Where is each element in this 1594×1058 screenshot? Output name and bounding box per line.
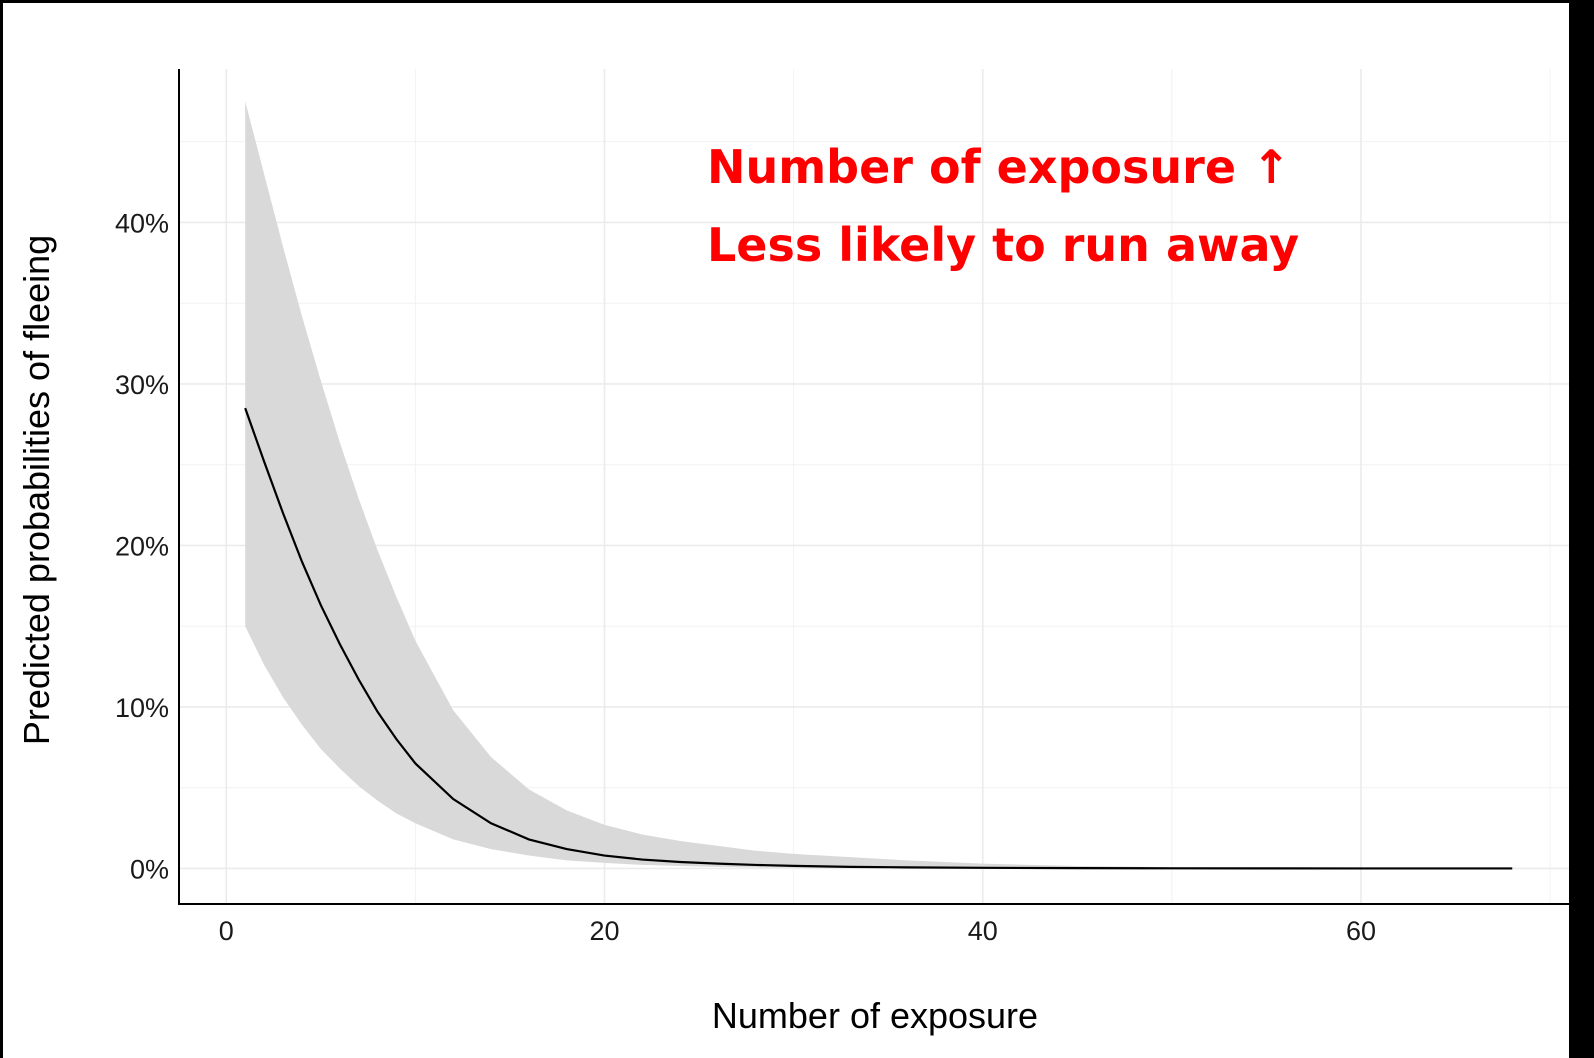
annotation-line-1: Number of exposure ↑ bbox=[707, 140, 1291, 194]
fleeing-probability-chart: 0 20 40 60 0% 10% 20% 30% 40% Number of exposur… bbox=[16, 69, 1569, 1036]
y-tick-label: 10% bbox=[115, 693, 169, 723]
x-tick-label: 0 bbox=[219, 916, 234, 946]
x-axis-title: Number of exposure bbox=[712, 995, 1038, 1036]
x-tick-label: 60 bbox=[1346, 916, 1376, 946]
y-tick-labels: 0% 10% 20% 30% 40% bbox=[115, 208, 169, 884]
y-tick-label: 40% bbox=[115, 208, 169, 238]
prediction-line bbox=[244, 407, 1513, 870]
x-tick-label: 40 bbox=[968, 916, 998, 946]
chart-panel: 0 20 40 60 0% 10% 20% 30% 40% Number of exposur… bbox=[3, 3, 1569, 1058]
annotation-line-2: Less likely to run away bbox=[707, 218, 1299, 272]
y-axis-title: Predicted probabilities of fleeing bbox=[16, 235, 57, 745]
y-tick-label: 20% bbox=[115, 531, 169, 561]
y-tick-label: 0% bbox=[130, 854, 169, 884]
y-tick-label: 30% bbox=[115, 370, 169, 400]
x-tick-labels: 0 20 40 60 bbox=[219, 916, 1376, 946]
x-tick-label: 20 bbox=[589, 916, 619, 946]
confidence-band bbox=[245, 101, 1513, 869]
